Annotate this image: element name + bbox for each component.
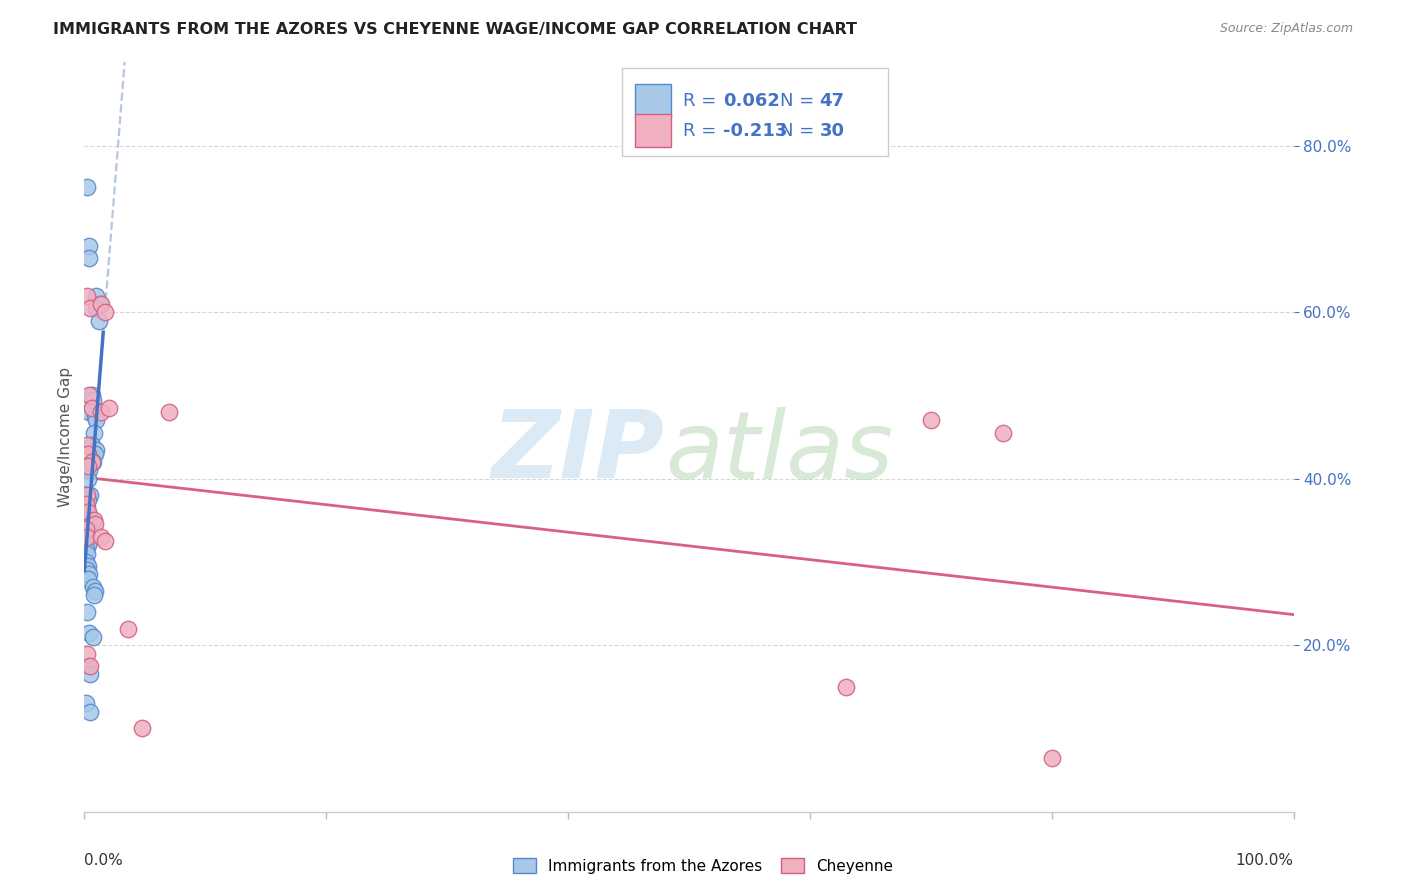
Point <box>75 497 97 511</box>
Point <box>77 625 100 640</box>
FancyBboxPatch shape <box>634 114 671 147</box>
Point <box>75 542 97 557</box>
Point <box>76 563 98 577</box>
Point <box>77 492 100 507</box>
Point <box>75 555 97 569</box>
Point <box>76 288 98 302</box>
Point <box>97 401 120 415</box>
Point <box>75 525 97 540</box>
Point <box>77 405 100 419</box>
Point <box>75 522 97 536</box>
Point <box>76 500 98 515</box>
Point <box>77 505 100 519</box>
Text: N =: N = <box>780 121 820 140</box>
Point <box>1040 750 1063 764</box>
Point <box>117 622 139 636</box>
Text: atlas: atlas <box>665 407 893 498</box>
Point <box>77 659 100 673</box>
Point <box>80 455 103 469</box>
Point <box>77 559 100 574</box>
Point <box>79 659 101 673</box>
Point <box>82 630 104 644</box>
Legend: Immigrants from the Azores, Cheyenne: Immigrants from the Azores, Cheyenne <box>508 852 898 880</box>
Point <box>79 705 101 719</box>
Point <box>76 547 98 561</box>
Point <box>87 313 110 327</box>
Point <box>76 488 98 502</box>
Point <box>82 455 104 469</box>
Text: 0.062: 0.062 <box>723 92 780 110</box>
Point <box>77 472 100 486</box>
Point <box>86 413 108 427</box>
Point <box>84 409 107 424</box>
Point <box>76 522 98 536</box>
Point <box>86 288 108 302</box>
Point <box>76 530 98 544</box>
Point <box>77 463 100 477</box>
Text: N =: N = <box>780 92 820 110</box>
Text: Source: ZipAtlas.com: Source: ZipAtlas.com <box>1219 22 1353 36</box>
Text: 100.0%: 100.0% <box>1236 853 1294 868</box>
FancyBboxPatch shape <box>634 84 671 117</box>
Text: ZIP: ZIP <box>492 406 665 498</box>
Text: 30: 30 <box>820 121 845 140</box>
Point <box>77 538 100 552</box>
Text: IMMIGRANTS FROM THE AZORES VS CHEYENNE WAGE/INCOME GAP CORRELATION CHART: IMMIGRANTS FROM THE AZORES VS CHEYENNE W… <box>53 22 858 37</box>
Point <box>77 251 100 265</box>
Point <box>83 425 105 440</box>
Point <box>75 517 97 532</box>
Text: -0.213: -0.213 <box>723 121 787 140</box>
Point <box>77 238 100 252</box>
Point <box>77 388 100 402</box>
Point <box>79 667 101 681</box>
Point <box>157 405 180 419</box>
Text: 47: 47 <box>820 92 845 110</box>
Point <box>82 580 104 594</box>
Y-axis label: Wage/Income Gap: Wage/Income Gap <box>58 367 73 508</box>
Point <box>77 447 100 461</box>
Text: 0.0%: 0.0% <box>84 853 124 868</box>
Text: R =: R = <box>683 92 721 110</box>
Point <box>94 534 117 549</box>
Point <box>77 567 100 582</box>
Point <box>84 517 107 532</box>
Text: R =: R = <box>683 121 721 140</box>
Point <box>131 722 153 736</box>
Point <box>86 442 108 457</box>
Point <box>83 588 105 602</box>
Point <box>75 697 97 711</box>
Point <box>84 447 107 461</box>
Point <box>82 392 104 407</box>
Point <box>83 513 105 527</box>
Point <box>90 297 112 311</box>
Point <box>89 297 111 311</box>
Point <box>79 488 101 502</box>
Point <box>76 605 98 619</box>
Point <box>835 680 858 694</box>
Point <box>920 413 942 427</box>
Point <box>90 530 112 544</box>
FancyBboxPatch shape <box>623 68 889 156</box>
Point <box>76 438 98 452</box>
Point <box>76 180 98 194</box>
Point <box>90 405 112 419</box>
Point <box>94 305 117 319</box>
Point <box>77 459 100 474</box>
Point <box>77 509 100 524</box>
Point <box>79 301 101 315</box>
Point <box>75 530 97 544</box>
Point <box>76 647 98 661</box>
Point <box>84 584 107 599</box>
Point <box>77 513 100 527</box>
Point <box>80 388 103 402</box>
Point <box>77 572 100 586</box>
Point <box>80 401 103 415</box>
Point <box>76 534 98 549</box>
Point <box>993 425 1015 440</box>
Point <box>80 438 103 452</box>
Point <box>86 301 108 315</box>
